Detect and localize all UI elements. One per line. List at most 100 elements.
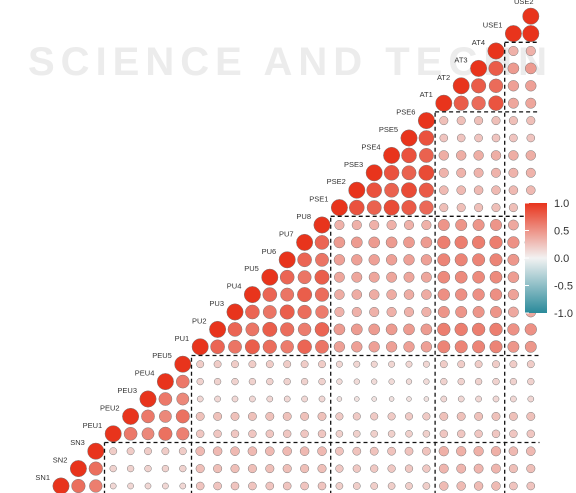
corr-circle-PU6-PSE3 [368, 254, 380, 266]
legend-tick-label: 0.0 [554, 253, 569, 265]
corr-circle-PU6-PU7 [297, 252, 312, 268]
corr-circle-SN1-AT1 [439, 481, 449, 491]
variable-labels: SN1SN2SN3PEU1PEU2PEU3PEU4PEU5PU1PU2PU3PU… [35, 0, 533, 482]
corr-circle-PEU1-PU4 [248, 429, 257, 438]
corr-circle-PEU2-PU7 [300, 411, 310, 421]
corr-circle-PSE6-AT2 [456, 116, 466, 126]
corr-circle-PU7-AT4 [489, 235, 503, 250]
corr-circle-PSE4-AT1 [438, 150, 449, 161]
corr-circle-AT2-USE2 [525, 80, 537, 92]
var-label-PEU5: PEU5 [152, 351, 172, 360]
corr-circle-PSE4-PSE6 [419, 148, 434, 163]
corr-circle-PU1-AT4 [489, 340, 503, 354]
corr-circle-PEU1-AT4 [491, 429, 501, 438]
corr-circle-PEU1-PU2 [213, 429, 222, 438]
corr-circle-PEU5-PU4 [248, 360, 257, 369]
corr-circle-SN1-USE1 [509, 481, 518, 491]
corr-circle-SN1-AT2 [456, 481, 466, 491]
corr-circle-PSE4-USE1 [508, 150, 519, 161]
corr-circle-PEU4-USE2 [527, 377, 535, 386]
var-label-PEU1: PEU1 [83, 421, 103, 430]
corr-circle-PEU2-PSE6 [422, 412, 431, 421]
corr-circle-PU6-AT3 [472, 253, 486, 267]
corr-circle-PU8-PSE3 [369, 219, 380, 231]
corr-circle-PEU4-PEU4 [156, 373, 174, 391]
corr-circle-PU3-PU8 [315, 305, 329, 319]
corr-circle-SN3-PSE3 [369, 446, 379, 456]
var-label-PSE3: PSE3 [344, 160, 363, 169]
corr-circle-PU3-AT1 [437, 306, 450, 318]
corr-circle-PU1-USE2 [524, 340, 537, 353]
corr-circle-PU8-USE1 [508, 219, 519, 231]
corr-circle-PU7-USE1 [507, 236, 520, 249]
corr-circle-SN2-PEU3 [144, 464, 152, 473]
corr-circle-PEU2-PEU3 [141, 409, 155, 424]
corr-circle-PEU5-USE1 [509, 360, 518, 369]
var-label-PEU3: PEU3 [117, 386, 137, 395]
corr-circle-PSE2-USE1 [508, 185, 519, 195]
corr-circle-PU1-PSE1 [333, 341, 346, 353]
corr-circle-PU4-PSE1 [334, 289, 345, 300]
corr-circle-PSE2-PSE4 [384, 182, 400, 198]
corr-circle-PU1-USE1 [507, 340, 520, 353]
corr-circle-PU2-PU4 [245, 322, 260, 337]
corr-circle-USE1-USE2 [522, 25, 540, 43]
corr-circle-PU3-PSE2 [351, 306, 362, 318]
corr-circle-SN2-PU3 [230, 464, 240, 474]
corr-circle-PU4-PSE2 [351, 289, 363, 300]
corr-circle-SN3-AT2 [456, 446, 467, 457]
corr-circle-PU7-PU7 [296, 233, 314, 251]
corr-circle-SN1-PEU1 [109, 482, 117, 490]
corr-circle-SN3-USE1 [508, 446, 519, 456]
corr-circle-PEU3-PSE4 [388, 396, 395, 402]
corr-circle-PU1-AT2 [454, 340, 468, 354]
corr-circle-PSE1-AT4 [491, 203, 501, 213]
corr-circle-PEU1-PSE3 [370, 430, 378, 438]
corr-circle-PEU3-PEU3 [139, 390, 157, 408]
corr-circle-PEU3-PU1 [196, 395, 204, 403]
corr-circle-PU2-PU3 [227, 322, 243, 337]
corr-circle-PSE1-PSE5 [401, 200, 417, 216]
corr-circle-PEU5-AT2 [457, 360, 466, 369]
corr-circle-AT4-USE1 [508, 45, 519, 57]
corr-circle-SN1-AT3 [473, 481, 484, 491]
corr-circle-PU2-PU2 [209, 320, 227, 338]
corr-circle-PEU1-PEU2 [123, 426, 138, 441]
corr-circle-SN3-PSE1 [335, 446, 344, 456]
corr-circle-PEU1-AT1 [439, 429, 448, 438]
corr-circle-PU8-PSE2 [351, 219, 362, 231]
corr-circle-SN2-AT1 [438, 463, 449, 474]
corr-circle-PU4-USE1 [507, 289, 519, 301]
corr-circle-PEU4-PU8 [318, 377, 326, 386]
group-separators [103, 41, 540, 493]
corr-circle-PSE6-PSE6 [417, 112, 435, 130]
corr-circle-SN3-PU8 [317, 446, 327, 456]
var-label-PU6: PU6 [262, 247, 277, 256]
corr-circle-PU7-PSE1 [333, 236, 346, 249]
corr-circle-PU2-PU7 [297, 322, 312, 337]
corr-circle-PU8-AT1 [437, 219, 450, 231]
var-label-PSE1: PSE1 [309, 195, 328, 204]
corr-circle-PEU2-PU5 [265, 411, 275, 421]
corr-circle-PU4-AT1 [437, 288, 450, 301]
corr-circle-PU6-PSE5 [403, 254, 415, 266]
corr-circle-PEU4-PU1 [196, 377, 204, 386]
correlation-circles [52, 7, 540, 493]
corr-circle-PSE2-PSE2 [348, 181, 366, 199]
corr-circle-PU5-PU6 [279, 269, 295, 285]
corr-circle-SN1-PSE5 [405, 482, 413, 490]
corr-circle-PU1-PU6 [280, 340, 294, 354]
corr-circle-PU6-PSE6 [420, 254, 433, 266]
corr-circle-PEU3-PSE5 [406, 396, 412, 402]
var-label-PU8: PU8 [296, 212, 311, 221]
corr-circle-PEU4-USE1 [509, 377, 518, 386]
corr-circle-PEU4-PU2 [213, 377, 222, 386]
corr-circle-SN3-PEU5 [178, 447, 187, 456]
corr-circle-PSE3-AT1 [438, 167, 449, 178]
corr-circle-AT2-AT3 [471, 78, 487, 94]
corr-circle-PU7-PSE6 [420, 236, 433, 249]
corr-circle-PEU5-AT1 [439, 360, 448, 369]
corr-circle-PU7-AT2 [454, 235, 468, 250]
corr-circle-PU1-PSE4 [385, 341, 398, 353]
